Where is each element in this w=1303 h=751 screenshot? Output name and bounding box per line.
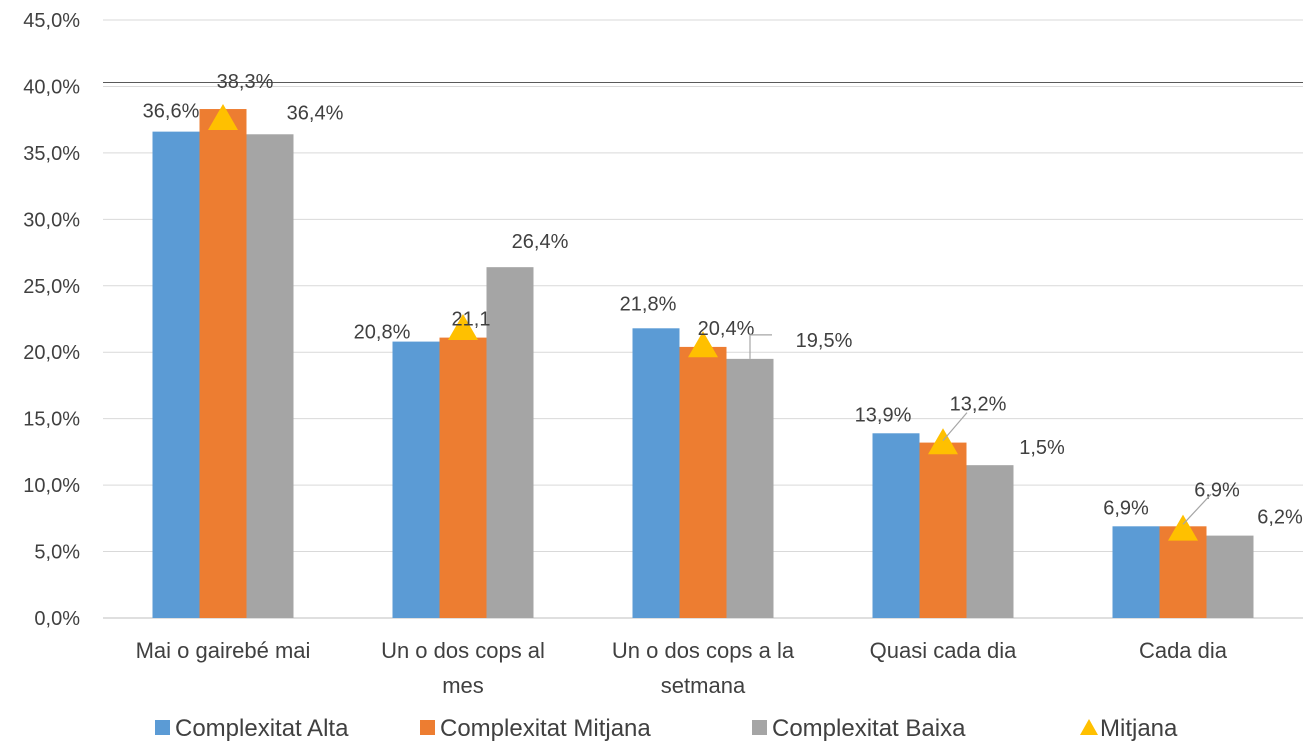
bar <box>919 442 967 618</box>
label-leader-line <box>1182 493 1212 525</box>
bar <box>439 337 487 618</box>
category-label: Cada dia <box>1139 638 1228 663</box>
y-tick-label: 10,0% <box>23 475 80 497</box>
data-label: 26,4% <box>512 231 569 253</box>
mean-markers <box>208 104 1198 541</box>
label-leader-line <box>749 334 772 359</box>
y-tick-label: 30,0% <box>23 209 80 231</box>
y-tick-label: 5,0% <box>34 542 80 564</box>
bars <box>152 109 1254 619</box>
data-label: 6,9% <box>1194 479 1240 501</box>
data-label: 36,4% <box>287 102 344 124</box>
y-tick-label: 15,0% <box>23 409 80 431</box>
bar <box>392 341 440 618</box>
x-axis-categories: Mai o gairebé mai Un o dos cops al mes Un o… <box>136 638 1228 698</box>
category-label: mes <box>442 673 484 698</box>
category-label: setmana <box>661 673 746 698</box>
bar <box>1159 526 1207 618</box>
legend-swatch <box>752 720 767 735</box>
y-tick-label: 0,0% <box>34 608 80 630</box>
y-tick-label: 20,0% <box>23 342 80 364</box>
data-label: 19,5% <box>796 330 853 352</box>
mean-marker <box>928 428 958 455</box>
legend-label: Complexitat Mitjana <box>440 715 651 742</box>
bar <box>1112 526 1160 618</box>
legend-label: Complexitat Baixa <box>772 715 966 742</box>
mean-marker <box>208 104 238 131</box>
data-label: 13,9% <box>855 404 912 426</box>
legend-label: Mitjana <box>1100 715 1178 742</box>
data-labels: 36,6% 20,8% 21,8% 13,9% 6,9% 38,3% 21,1 20,4% 13… <box>143 71 1303 529</box>
legend-swatch <box>420 720 435 735</box>
bar <box>199 109 247 618</box>
data-label: 36,6% <box>143 101 200 123</box>
legend-label: Complexitat Alta <box>175 715 349 742</box>
bar <box>632 328 680 618</box>
bar <box>486 267 534 618</box>
data-label: 20,8% <box>354 322 411 344</box>
mean-marker <box>1168 514 1198 541</box>
data-label: 20,4% <box>698 318 755 340</box>
bar <box>966 465 1014 618</box>
legend-swatch <box>155 720 170 735</box>
data-label: 21,1 <box>452 309 491 331</box>
data-label: 1,5% <box>1019 437 1065 459</box>
y-tick-label: 25,0% <box>23 276 80 298</box>
bar <box>679 346 727 618</box>
mean-marker <box>448 313 478 340</box>
bar <box>1206 535 1254 618</box>
bar <box>726 358 774 618</box>
category-label: Mai o gairebé mai <box>136 638 311 663</box>
data-label: 6,2% <box>1257 507 1303 529</box>
label-leader-line <box>942 412 968 441</box>
y-axis-ticks: 0,0% 5,0% 10,0% 15,0% 20,0% 25,0% 30,0% 35,0% 40… <box>23 10 80 630</box>
y-tick-label: 40,0% <box>23 76 80 98</box>
data-label: 13,2% <box>950 394 1007 416</box>
data-label: 21,8% <box>620 293 677 315</box>
legend: Complexitat Alta Complexitat Mitjana Compl… <box>155 715 1178 742</box>
y-tick-label: 45,0% <box>23 10 80 32</box>
bar <box>872 433 920 618</box>
category-label: Un o dos cops a la <box>612 638 795 663</box>
legend-marker <box>1080 719 1098 735</box>
y-tick-label: 35,0% <box>23 143 80 165</box>
bar <box>152 131 200 619</box>
mean-marker <box>688 331 718 358</box>
category-label: Un o dos cops al <box>381 638 545 663</box>
data-label: 6,9% <box>1103 497 1149 519</box>
data-label: 38,3% <box>217 71 274 93</box>
category-label: Quasi cada dia <box>870 638 1018 663</box>
bar <box>246 134 294 619</box>
